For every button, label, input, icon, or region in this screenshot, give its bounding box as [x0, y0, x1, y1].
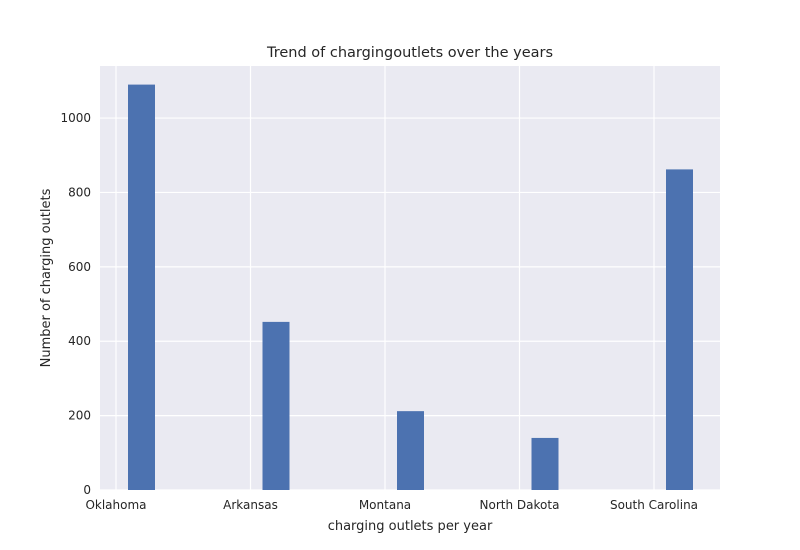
y-axis-title: Number of charging outlets [39, 188, 54, 367]
bar-oklahoma [128, 84, 155, 490]
y-axis-ticks: 0 200 400 600 800 1000 [60, 111, 91, 497]
x-tick-label: North Dakota [480, 498, 560, 512]
bar-north-dakota [531, 437, 559, 490]
bar-south-carolina [666, 169, 693, 490]
bar-arkansas [262, 321, 290, 490]
y-tick-label: 400 [68, 334, 91, 348]
chart-title: Trend of chargingoutlets over the years [266, 45, 553, 61]
x-tick-label: Montana [359, 498, 411, 512]
y-tick-label: 1000 [60, 111, 91, 125]
bars [128, 84, 693, 490]
y-tick-label: 800 [68, 185, 91, 199]
y-tick-label: 200 [68, 409, 91, 423]
x-tick-label: Arkansas [223, 498, 278, 512]
x-axis-ticks: Oklahoma Arkansas Montana North Dakota South… [85, 498, 698, 512]
bar-montana [397, 411, 424, 490]
x-axis-title: charging outlets per year [328, 519, 493, 534]
y-tick-label: 600 [68, 260, 91, 274]
y-tick-label: 0 [83, 483, 91, 497]
x-tick-label: Oklahoma [85, 498, 146, 512]
x-tick-label: South Carolina [610, 498, 698, 512]
